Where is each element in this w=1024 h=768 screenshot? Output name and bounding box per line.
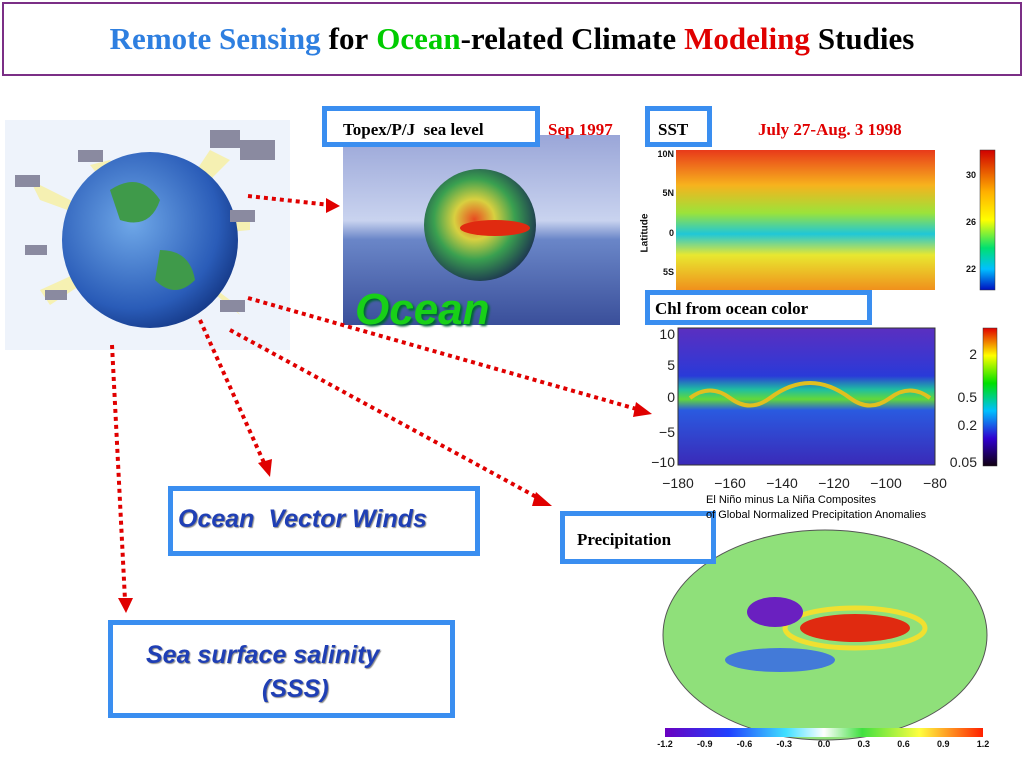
topex-date: Sep 1997 [548, 120, 613, 139]
y-tick-label: 0 [668, 228, 674, 238]
colorbar-tick-label: 2 [969, 346, 977, 362]
salinity-label: Sea surface salinity [146, 641, 380, 669]
y-tick-label: 10 [659, 326, 675, 342]
satellite-illustration [5, 120, 290, 350]
label-box [645, 290, 872, 325]
x-tick-label: −100 [870, 475, 902, 491]
title-bar: Remote Sensing for Ocean -related Climat… [2, 2, 1022, 76]
y-tick-label: −10 [651, 454, 675, 470]
y-tick-label: 0 [667, 389, 675, 405]
colorbar-tick-label: 0.05 [949, 454, 977, 470]
x-tick-label: −80 [923, 475, 947, 491]
x-tick-label: −140 [766, 475, 798, 491]
colorbar-tick-label: 0.3 [857, 739, 871, 749]
ocean-image-text: Ocean [355, 285, 490, 334]
title-part: Remote Sensing [109, 21, 321, 56]
colorbar-tick-label: 22 [965, 264, 976, 274]
topex-label: Topex/P/J sea level [343, 120, 484, 139]
precipitation-label: Precipitation [577, 530, 672, 549]
label-box [322, 106, 540, 147]
label-box [108, 620, 455, 718]
title-part: for [328, 21, 369, 56]
colorbar-tick-label: 0.2 [957, 417, 977, 433]
latitude-label: Latitude [639, 213, 651, 253]
colorbar-tick-label: -0.6 [736, 739, 753, 749]
map-title: of Global Normalized Precipitation Anoma… [706, 509, 927, 521]
salinity-label: (SSS) [262, 675, 329, 703]
title-part: Ocean [376, 21, 461, 56]
colorbar-tick-label: -1.2 [657, 739, 673, 749]
x-tick-label: −120 [818, 475, 850, 491]
colorbar-tick-label: 26 [965, 217, 976, 227]
y-tick-label: 5 [667, 357, 675, 373]
label-box [560, 511, 716, 564]
title-part: Modeling [684, 21, 810, 56]
label-box [168, 486, 480, 556]
title-part: Studies [817, 21, 915, 56]
y-tick-label: 5N [662, 188, 674, 198]
map-title: El Niño minus La Niña Composites [706, 494, 876, 506]
colorbar-tick-label: 0.0 [817, 739, 831, 749]
arrows [110, 194, 652, 613]
sst-map [676, 149, 996, 291]
sst-label: SST [658, 120, 689, 139]
colorbar-tick-label: 30 [965, 170, 976, 180]
colorbar-tick-label: 0.9 [936, 739, 950, 749]
chl-label: Chl from ocean color [655, 299, 809, 318]
y-tick-label: −5 [659, 424, 675, 440]
y-tick-label: 5S [662, 267, 674, 277]
colorbar-tick-label: 1.2 [976, 739, 990, 749]
colorbar-tick-label: -0.9 [696, 739, 713, 749]
colorbar-tick-label: -0.3 [776, 739, 793, 749]
x-tick-label: −160 [714, 475, 746, 491]
sst-date: July 27-Aug. 3 1998 [758, 120, 902, 139]
chl-map [677, 327, 998, 467]
winds-label: Ocean Vector Winds [178, 505, 427, 533]
colorbar-tick-label: 0.6 [897, 739, 910, 749]
x-tick-label: −180 [662, 475, 694, 491]
colorbar-tick-label: 0.5 [957, 389, 977, 405]
y-tick-label: 10N [657, 149, 674, 159]
sea-level-image [343, 135, 620, 325]
label-box [645, 106, 712, 147]
title-part: -related Climate [460, 21, 677, 56]
precipitation-map [662, 529, 988, 741]
